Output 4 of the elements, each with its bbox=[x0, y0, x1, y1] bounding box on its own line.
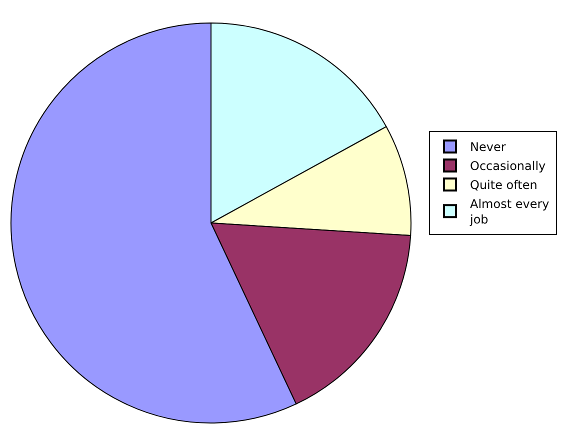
legend-label: Never bbox=[470, 140, 506, 154]
legend-label: Occasionally bbox=[470, 159, 546, 174]
legend-label: Almost every job bbox=[469, 196, 550, 227]
legend-label: Quite often bbox=[470, 178, 538, 192]
